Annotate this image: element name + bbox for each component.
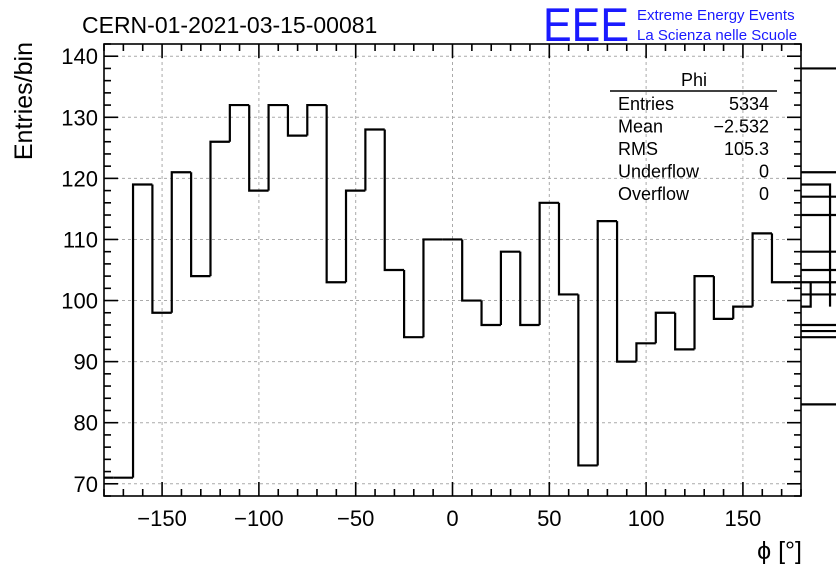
histogram-bin (131, 183, 153, 478)
histogram-bin (654, 311, 676, 344)
histogram-bin (801, 183, 832, 307)
histogram-bin (402, 270, 424, 339)
histogram-bin (712, 276, 734, 320)
histogram-bin (499, 250, 521, 325)
stats-row-value: 0 (759, 184, 769, 204)
y-tick-label: 130 (61, 105, 98, 130)
histogram-bin (344, 189, 366, 283)
histogram-bin (480, 300, 501, 327)
histogram-bin (615, 221, 637, 363)
histogram-bin (325, 105, 347, 284)
histogram-bin (209, 140, 230, 277)
y-tick-label: 120 (61, 166, 98, 191)
histogram-bin (693, 275, 714, 350)
histogram-bin (228, 103, 250, 142)
histogram-bin (770, 233, 792, 284)
chart-title: CERN-01-2021-03-15-00081 (82, 12, 377, 38)
axis-ticks (103, 43, 802, 497)
statistics-box: Phi Entries 5334 Mean −2.532 RMS 105.3 Underfl… (610, 70, 777, 204)
x-tick-label: 150 (725, 506, 762, 531)
histogram-bin (801, 329, 836, 333)
histogram-bin (801, 250, 836, 253)
stats-row-value: −2.532 (713, 117, 769, 137)
grid-lines (104, 44, 801, 496)
x-tick-label: −150 (137, 506, 187, 531)
stats-row-label: Overflow (618, 184, 690, 204)
histogram-bin (519, 251, 540, 327)
histogram-bin (190, 172, 211, 278)
histogram-bin (751, 232, 772, 307)
y-tick-label: 140 (61, 44, 98, 69)
histogram-bin (635, 342, 656, 362)
histogram-bin (538, 201, 559, 325)
y-tick-label: 70 (74, 472, 98, 497)
stats-row-label: RMS (618, 139, 658, 159)
histogram-bin (732, 305, 753, 319)
stats-row-value: 105.3 (724, 139, 769, 159)
histogram-bin (801, 171, 836, 174)
histogram-bin (461, 239, 482, 302)
histogram-bin (306, 103, 327, 136)
x-tick-label: −50 (337, 506, 374, 531)
histogram-bin (577, 294, 598, 467)
x-tick-label: −100 (234, 506, 284, 531)
histogram-bin (422, 238, 443, 338)
stats-row-value: 5334 (729, 94, 769, 114)
x-tick-label: 50 (537, 506, 561, 531)
y-tick-label: 90 (74, 350, 98, 375)
x-axis-label: ϕ [°] (757, 537, 802, 565)
y-tick-label: 110 (63, 227, 98, 252)
stats-row-label: Underflow (618, 162, 700, 182)
histogram-bin (596, 220, 618, 466)
histogram-bin (151, 184, 172, 314)
x-tick-label: 100 (628, 506, 665, 531)
y-axis-label: Entries/bin (10, 42, 38, 160)
histogram-bin (248, 105, 269, 192)
eee-logo: EEE (543, 0, 629, 51)
stats-row-value: 0 (759, 162, 769, 182)
histogram-bin (364, 128, 385, 191)
histogram-bin (286, 105, 308, 137)
histogram-bin (170, 171, 192, 313)
logo-line-1: Extreme Energy Events (637, 7, 795, 24)
stats-row-label: Entries (618, 94, 674, 114)
y-tick-label: 80 (74, 411, 98, 436)
y-tick-label: 100 (61, 289, 98, 314)
histogram-bin (557, 202, 579, 296)
histogram-bin (267, 103, 288, 191)
histogram-bin (383, 129, 405, 272)
histogram-bars (104, 67, 836, 479)
histogram-bin (801, 282, 812, 308)
x-tick-label: 0 (446, 506, 458, 531)
stats-row-label: Mean (618, 117, 663, 137)
histogram-bin (674, 312, 695, 351)
stats-box-title: Phi (681, 70, 707, 90)
logo-line-2: La Scienza nelle Scuole (637, 27, 797, 44)
tick-labels: −150 −100 −50 0 50 100 150 70 80 90 100 110 120 130 14… (61, 44, 761, 531)
stats-rows: Entries 5334 Mean −2.532 RMS 105.3 Underflow 0 O… (618, 94, 769, 204)
